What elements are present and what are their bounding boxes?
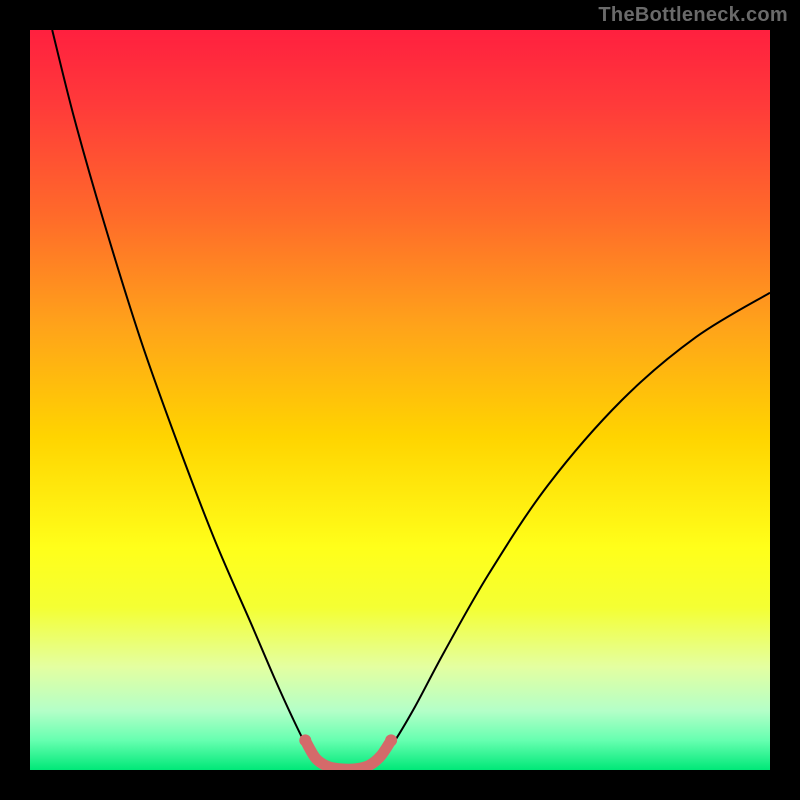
optimal-range-marker-0: [299, 734, 311, 746]
optimal-range-marker-1: [385, 734, 397, 746]
watermark-text: TheBottleneck.com: [598, 4, 788, 27]
gradient-background: [30, 30, 770, 770]
plot-area: [30, 30, 770, 770]
chart-svg: [30, 30, 770, 770]
chart-canvas: TheBottleneck.com: [0, 0, 800, 800]
